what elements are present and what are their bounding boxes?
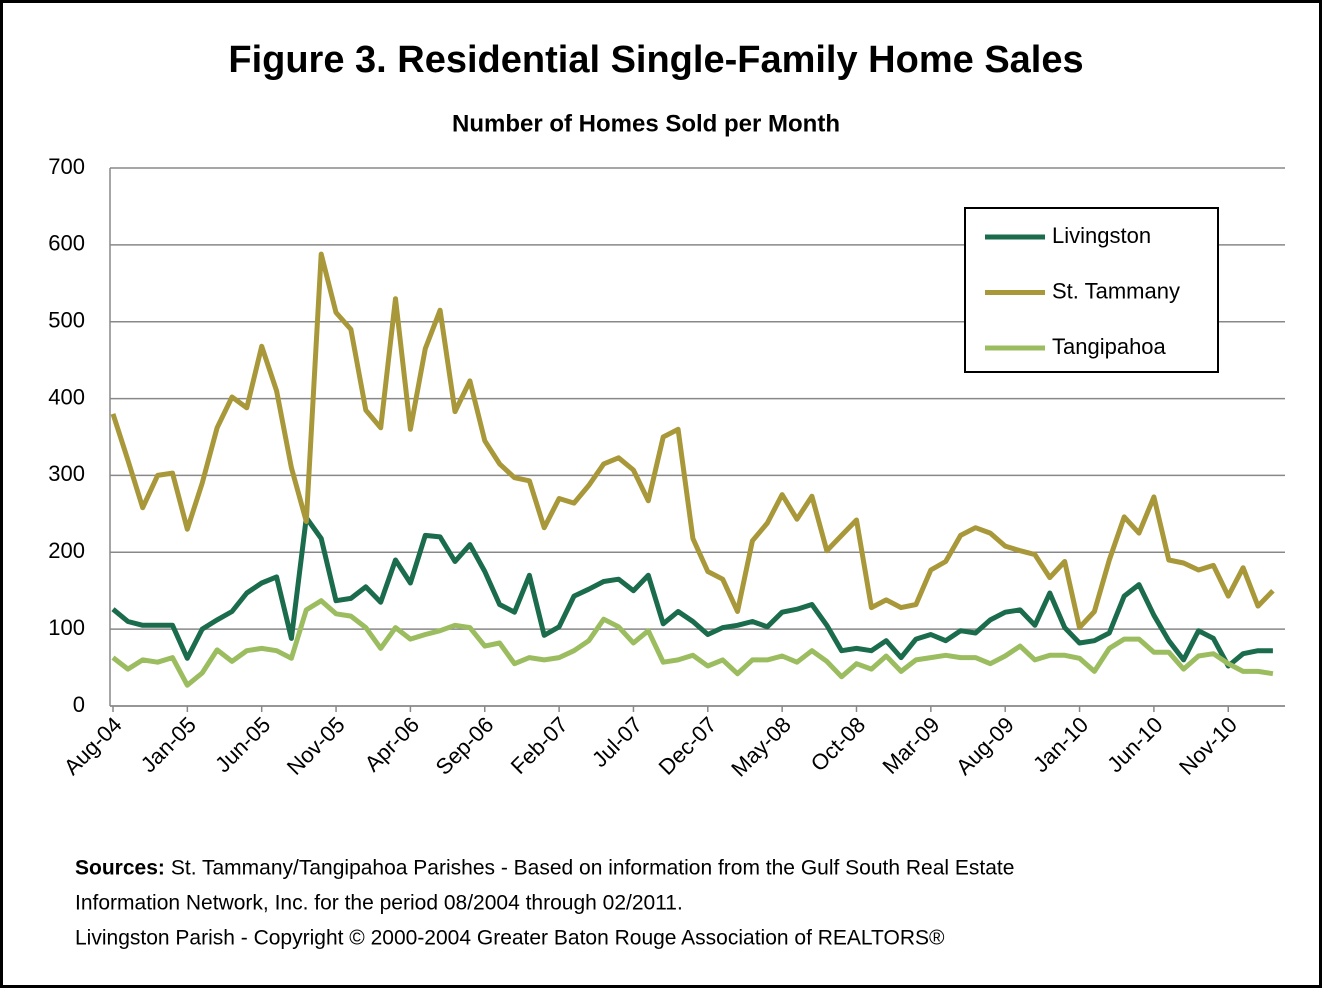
legend-label: St. Tammany [1052,278,1180,303]
y-tick-label: 700 [48,154,85,179]
y-tick-label: 300 [48,461,85,486]
legend-label: Tangipahoa [1052,334,1167,359]
y-tick-label: 400 [48,384,85,409]
source-label: Sources: [75,857,165,880]
chart-subtitle: Number of Homes Sold per Month [452,110,840,137]
y-tick-label: 200 [48,538,85,563]
y-tick-label: 600 [48,231,85,256]
series-line [110,251,1275,631]
series-line [111,598,1274,688]
source-line: Information Network, Inc. for the period… [75,892,683,915]
source-line: St. Tammany/Tangipahoa Parishes - Based … [171,857,1015,880]
source-line: Livingston Parish - Copyright © 2000-200… [75,927,945,950]
legend-label: Livingston [1052,223,1151,248]
y-tick-label: 0 [73,692,85,717]
chart-title: Figure 3. Residential Single-Family Home… [228,39,1083,81]
y-tick-label: 500 [48,308,85,333]
y-tick-label: 100 [48,615,85,640]
